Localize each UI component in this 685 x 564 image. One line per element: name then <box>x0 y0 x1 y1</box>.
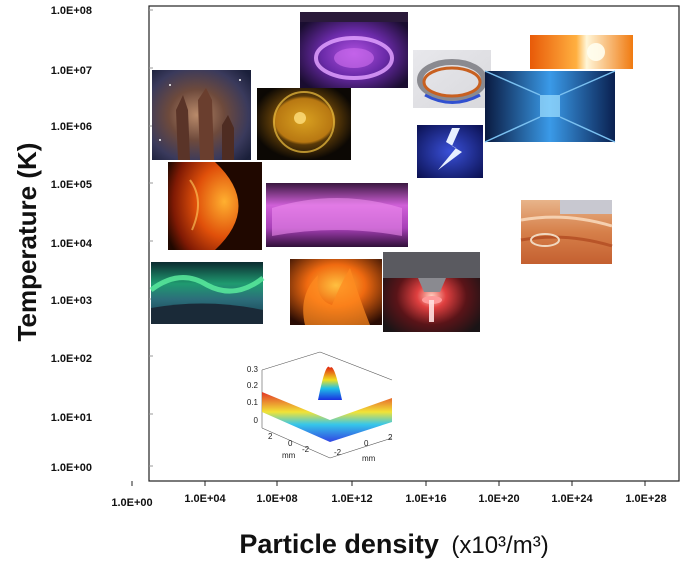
x-tick-label: 1.0E+08 <box>256 493 297 505</box>
inset-y-unit: mm <box>362 454 376 463</box>
y-tick-label: 1.0E+03 <box>51 295 92 307</box>
x-tick-label: 1.0E+16 <box>405 493 446 505</box>
inset-y-tick: 0 <box>364 439 369 448</box>
point-image-ultracold-gas-3d-plot: 0.3 0.2 0.1 0 2 0 -2 mm -2 0 2 mm <box>247 351 393 463</box>
inset-z-tick: 0.3 <box>247 365 259 374</box>
inset-y-tick: -2 <box>334 448 342 457</box>
inset-x-unit: mm <box>282 451 296 460</box>
point-image-laser-facility <box>484 70 616 143</box>
inset-x-tick: 2 <box>268 432 273 441</box>
y-tick-label: 1.0E+00 <box>51 462 92 474</box>
y-tick-label: 1.0E+02 <box>51 353 92 365</box>
x-tick-label: 1.0E+24 <box>551 493 593 505</box>
point-image-earth-interior <box>520 200 613 264</box>
point-image-sun-surface <box>168 162 262 250</box>
y-tick-label: 1.0E+07 <box>51 65 92 77</box>
inset-z-tick: 0.1 <box>247 398 259 407</box>
inset-z-tick: 0 <box>254 416 259 425</box>
point-image-plasma-torch <box>383 252 480 332</box>
x-tick-label: 1.0E+00 <box>111 497 152 509</box>
inset-x-tick: 0 <box>288 439 293 448</box>
point-image-tokamak-plasma <box>300 12 408 88</box>
point-image-pillars-nebula <box>152 70 251 160</box>
plot-frame <box>148 5 680 482</box>
point-image-solar-corona <box>257 88 351 160</box>
x-tick-label: 1.0E+20 <box>478 493 519 505</box>
inset-x-tick: -2 <box>302 445 310 454</box>
y-tick-label: 1.0E+05 <box>51 179 92 191</box>
y-tick-label: 1.0E+06 <box>51 121 92 133</box>
inset-y-tick: 2 <box>388 433 393 442</box>
x-tick-label: 1.0E+28 <box>625 493 666 505</box>
x-tick-marks <box>131 481 646 486</box>
x-axis-title: Particle density (x10³/m³) <box>239 529 548 559</box>
x-tick-label: 1.0E+04 <box>184 493 226 505</box>
point-image-flames <box>290 259 382 325</box>
inset-surface <box>262 392 392 442</box>
y-tick-marks <box>149 9 153 467</box>
x-tick-label: 1.0E+12 <box>331 493 372 505</box>
point-image-aurora <box>149 262 265 324</box>
point-image-pink-plasma-chamber <box>266 183 408 247</box>
y-tick-label: 1.0E+01 <box>51 412 92 424</box>
point-image-stellarator-coils <box>413 50 491 108</box>
point-image-lightning <box>417 125 483 178</box>
point-image-stellar-core <box>530 35 633 69</box>
y-tick-label: 1.0E+04 <box>51 238 93 250</box>
inset-peak <box>318 366 342 400</box>
y-tick-label: 1.0E+08 <box>51 5 92 17</box>
y-axis-title: Temperature (K) <box>12 143 42 342</box>
inset-z-tick: 0.2 <box>247 381 259 390</box>
